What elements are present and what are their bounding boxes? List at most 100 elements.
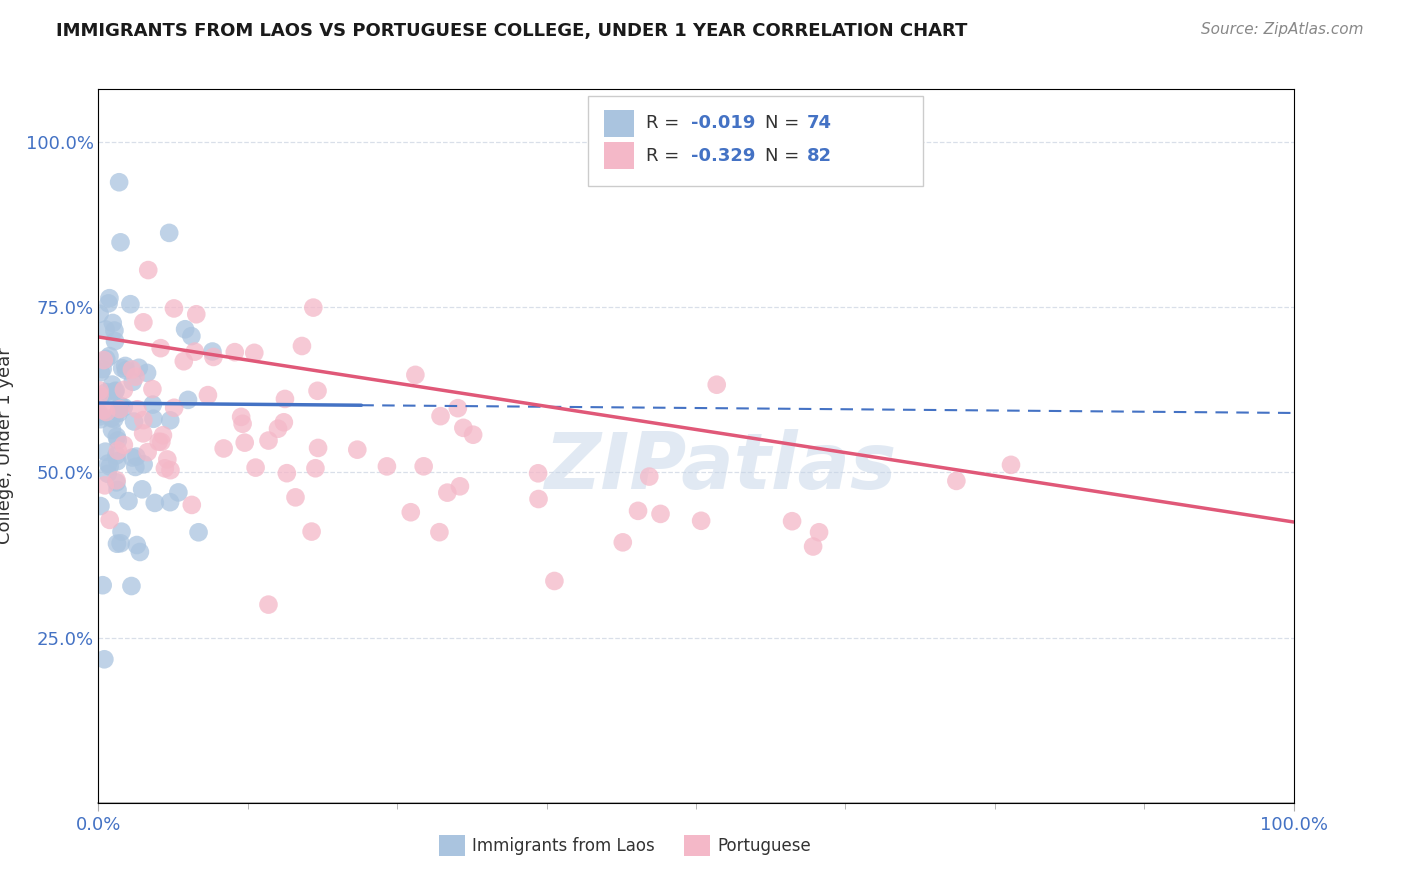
- Point: [163, 301, 186, 316]
- FancyBboxPatch shape: [605, 142, 634, 169]
- FancyBboxPatch shape: [589, 96, 922, 186]
- Point: [159, 495, 181, 509]
- Point: [232, 417, 254, 431]
- Point: [128, 360, 150, 375]
- Point: [90, 390, 112, 404]
- Point: [184, 344, 207, 359]
- Point: [142, 411, 165, 425]
- Point: [128, 545, 150, 559]
- Point: [150, 434, 173, 449]
- Point: [105, 430, 128, 444]
- Y-axis label: College, Under 1 year: College, Under 1 year: [0, 348, 14, 544]
- Point: [90, 365, 112, 379]
- Point: [125, 538, 148, 552]
- Point: [94, 322, 117, 336]
- Point: [105, 454, 128, 468]
- Point: [463, 427, 485, 442]
- Point: [527, 491, 550, 506]
- Point: [449, 479, 471, 493]
- Text: Portuguese: Portuguese: [717, 837, 811, 855]
- Point: [136, 263, 159, 277]
- Point: [159, 463, 181, 477]
- Text: -0.329: -0.329: [692, 146, 755, 164]
- Text: Source: ZipAtlas.com: Source: ZipAtlas.com: [1201, 22, 1364, 37]
- Point: [276, 466, 298, 480]
- Point: [163, 401, 186, 415]
- Point: [103, 324, 125, 338]
- Point: [543, 574, 565, 588]
- Point: [436, 485, 458, 500]
- Point: [132, 426, 155, 441]
- Text: R =: R =: [645, 146, 685, 164]
- Point: [121, 450, 143, 465]
- Point: [110, 235, 132, 250]
- Text: 82: 82: [807, 146, 832, 164]
- Text: R =: R =: [645, 114, 685, 132]
- Point: [121, 375, 143, 389]
- Point: [96, 385, 118, 400]
- Point: [105, 475, 128, 490]
- Point: [801, 540, 824, 554]
- Point: [143, 496, 166, 510]
- Point: [98, 291, 121, 305]
- Point: [110, 536, 132, 550]
- Point: [201, 344, 224, 359]
- Point: [243, 346, 266, 360]
- Text: IMMIGRANTS FROM LAOS VS PORTUGUESE COLLEGE, UNDER 1 YEAR CORRELATION CHART: IMMIGRANTS FROM LAOS VS PORTUGUESE COLLE…: [56, 22, 967, 40]
- Point: [132, 413, 155, 427]
- Point: [89, 407, 111, 421]
- Point: [152, 428, 174, 442]
- Text: N =: N =: [765, 114, 806, 132]
- Point: [91, 362, 114, 376]
- Point: [89, 388, 111, 402]
- Point: [111, 361, 134, 376]
- Point: [120, 297, 142, 311]
- Point: [101, 423, 124, 437]
- Point: [132, 458, 155, 472]
- Point: [375, 459, 398, 474]
- Point: [124, 369, 146, 384]
- Point: [107, 483, 129, 497]
- Point: [89, 384, 111, 398]
- Point: [429, 525, 451, 540]
- Point: [110, 524, 132, 539]
- Point: [97, 457, 120, 471]
- Point: [93, 353, 115, 368]
- Point: [453, 421, 475, 435]
- Point: [307, 384, 329, 398]
- Point: [301, 524, 323, 539]
- Point: [142, 398, 165, 412]
- Point: [780, 514, 803, 528]
- Point: [98, 349, 121, 363]
- Point: [231, 409, 253, 424]
- Point: [93, 652, 115, 666]
- Point: [447, 401, 470, 416]
- Text: ZIPatlas: ZIPatlas: [544, 429, 896, 506]
- Point: [173, 354, 195, 368]
- Point: [89, 409, 111, 424]
- Point: [156, 452, 179, 467]
- Point: [399, 505, 422, 519]
- Point: [89, 499, 111, 513]
- Point: [404, 368, 426, 382]
- Point: [212, 442, 235, 456]
- Point: [105, 473, 128, 487]
- Point: [103, 412, 125, 426]
- Point: [89, 307, 111, 321]
- Point: [136, 366, 159, 380]
- Point: [90, 412, 112, 426]
- Point: [627, 504, 650, 518]
- Point: [112, 383, 135, 397]
- Point: [101, 316, 124, 330]
- FancyBboxPatch shape: [605, 110, 634, 137]
- Point: [245, 460, 267, 475]
- Point: [307, 441, 329, 455]
- Point: [108, 175, 131, 189]
- Point: [690, 514, 713, 528]
- Point: [167, 485, 190, 500]
- Point: [132, 315, 155, 329]
- Point: [284, 491, 307, 505]
- Point: [120, 579, 142, 593]
- Point: [302, 301, 325, 315]
- Point: [180, 498, 202, 512]
